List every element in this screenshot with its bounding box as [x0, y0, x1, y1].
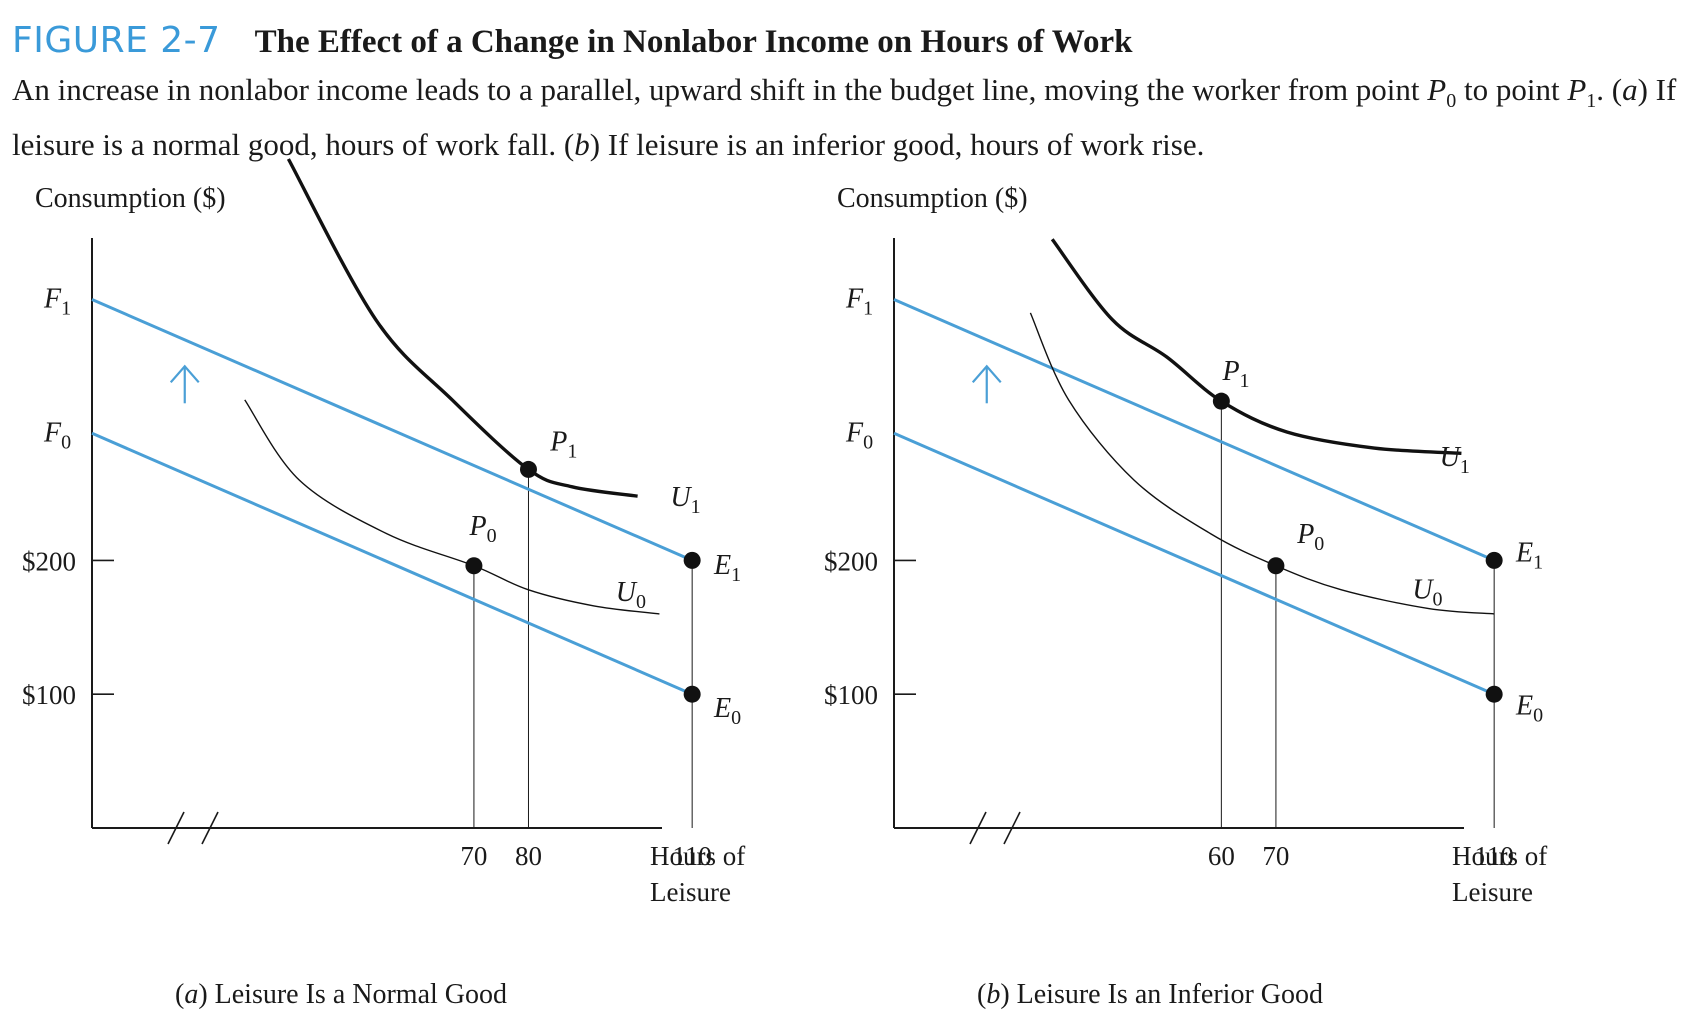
desc-point-sub: 0 — [1446, 90, 1457, 113]
chart-panel-b: Consumption ($) $200 $100 F1 F0 60 70 110Hours … — [824, 183, 1547, 1010]
x-tick-label: 80 — [515, 841, 542, 871]
budget-line — [893, 298, 1495, 562]
axis-break-mark — [969, 811, 987, 845]
indifference-curve-label: U1 — [670, 482, 700, 518]
indifference-curve — [244, 399, 660, 615]
x-axis-label: Hours of — [1452, 841, 1547, 871]
y-letter-label: F1 — [845, 283, 873, 319]
axis-break-mark — [167, 811, 185, 845]
axis-break-mark — [1003, 811, 1021, 845]
desc-panel-letter: b — [574, 127, 590, 163]
desc-text: . ( — [1596, 72, 1623, 107]
y-tick-label: $100 — [22, 680, 76, 710]
x-tick-label: 70 — [1262, 841, 1289, 871]
panel-caption: (a) Leisure Is a Normal Good — [175, 979, 507, 1010]
figure-heading: FIGURE 2-7 The Effect of a Change in Nonl… — [12, 20, 1677, 66]
indifference-curve-label: U1 — [1440, 442, 1470, 478]
figure-description: An increase in nonlabor income leads to … — [12, 68, 1677, 167]
indifference-curve-label: U0 — [1412, 574, 1442, 610]
equilibrium-point — [1212, 392, 1230, 410]
shift-arrow-head — [971, 364, 1002, 384]
desc-point-letter: P — [1567, 72, 1587, 107]
desc-text: to point — [1456, 72, 1568, 107]
equilibrium-point — [519, 460, 537, 478]
equilibrium-point — [1485, 685, 1503, 703]
equilibrium-point — [683, 551, 701, 569]
x-tick-label: 110 — [1474, 841, 1514, 871]
y-axis-label: Consumption ($) — [35, 183, 226, 214]
x-tick-label: 60 — [1208, 841, 1235, 871]
point-label: E0 — [1515, 690, 1543, 726]
shift-arrow-head — [169, 364, 200, 384]
y-tick-label: $100 — [824, 680, 878, 710]
budget-line — [91, 298, 693, 562]
desc-point-letter: P — [1427, 72, 1447, 107]
desc-text: ) If leisure is a normal good, hours of … — [12, 72, 1677, 163]
chart-panel-a: Consumption ($) $200 $100 F1 F0 70 80 110Hours … — [22, 158, 745, 1010]
desc-text: ) If leisure is an inferior good, hours … — [589, 127, 1205, 163]
equilibrium-point — [1267, 557, 1285, 575]
y-tick-label: $200 — [22, 546, 76, 576]
desc-panel-letter: a — [1622, 72, 1638, 107]
budget-line — [893, 431, 1495, 696]
y-letter-label: F0 — [845, 417, 873, 453]
point-label: P1 — [1221, 356, 1249, 392]
point-label: E1 — [1515, 538, 1543, 574]
indifference-curve — [1029, 312, 1495, 615]
y-letter-label: F0 — [43, 417, 71, 453]
y-axis-label: Consumption ($) — [837, 183, 1028, 214]
x-tick-label: 110 — [672, 841, 712, 871]
point-label: E1 — [713, 550, 741, 586]
equilibrium-point — [465, 557, 483, 575]
point-label: E0 — [713, 693, 741, 729]
equilibrium-point — [683, 685, 701, 703]
x-axis-label: Leisure — [650, 877, 731, 907]
y-tick-label: $200 — [824, 546, 878, 576]
axis-break-mark — [201, 811, 219, 845]
panel-caption: (b) Leisure Is an Inferior Good — [977, 979, 1323, 1010]
x-tick-label: 70 — [460, 841, 487, 871]
x-axis-label: Hours of — [650, 841, 745, 871]
indifference-curve — [1050, 238, 1462, 456]
budget-line — [91, 431, 693, 696]
figure-caption: FIGURE 2-7 The Effect of a Change in Nonl… — [12, 20, 1677, 167]
equilibrium-point — [1485, 551, 1503, 569]
y-letter-label: F1 — [43, 283, 71, 319]
point-label: P1 — [549, 427, 577, 463]
indifference-curve — [286, 158, 638, 498]
indifference-curve-label: U0 — [616, 577, 646, 613]
desc-text: An increase in nonlabor income leads to … — [12, 72, 1428, 107]
x-axis-label: Leisure — [1452, 877, 1533, 907]
desc-point-sub: 1 — [1586, 90, 1597, 113]
point-label: P0 — [469, 511, 497, 547]
figure-title: The Effect of a Change in Nonlabor Incom… — [254, 24, 1133, 60]
figure-label: FIGURE 2-7 — [12, 20, 221, 61]
point-label: P0 — [1296, 519, 1324, 555]
